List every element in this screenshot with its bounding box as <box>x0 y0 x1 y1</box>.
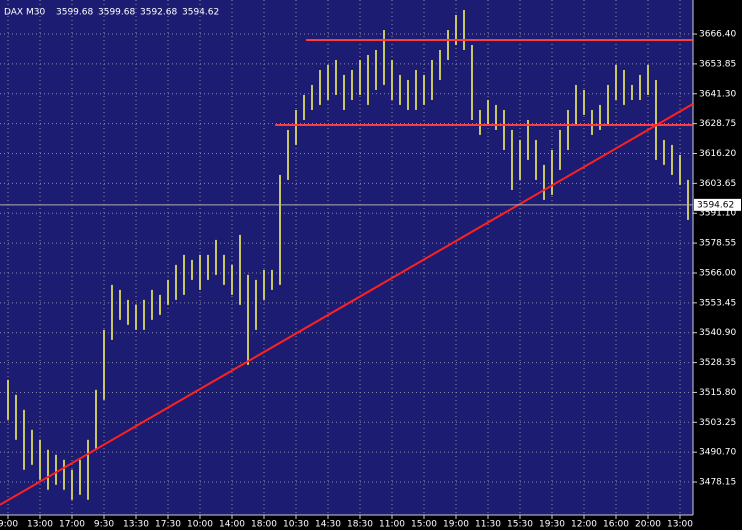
price-label-box <box>694 198 741 211</box>
y-tick-label: 3490.70 <box>699 448 736 458</box>
symbol-title: DAX M30 <box>4 8 45 18</box>
y-tick-label: 3540.90 <box>699 328 736 338</box>
x-tick-label: 17:30 <box>155 520 181 530</box>
ohlc-high: 3599.68 <box>98 8 135 18</box>
x-tick-label: 18:30 <box>347 520 373 530</box>
y-tick-label: 3653.85 <box>699 59 736 69</box>
y-tick-label: 3628.75 <box>699 119 736 129</box>
x-tick-label: 14:30 <box>315 520 341 530</box>
x-tick-label: 15:30 <box>507 520 533 530</box>
x-tick-label: 13:30 <box>123 520 149 530</box>
ohlc-open: 3599.68 <box>56 8 93 18</box>
x-tick-label: 12:00 <box>571 520 597 530</box>
x-tick-label: 20:00 <box>635 520 661 530</box>
y-tick-label: 3616.20 <box>699 149 736 159</box>
x-tick-label: 14:00 <box>219 520 245 530</box>
y-tick-label: 3503.25 <box>699 418 736 428</box>
x-tick-label: 11:00 <box>379 520 405 530</box>
y-tick-label: 3566.00 <box>699 268 736 278</box>
y-tick-label: 3641.30 <box>699 89 736 99</box>
x-tick-label: 13:00 <box>27 520 53 530</box>
price-label: 3594.62 <box>697 200 734 210</box>
trend-line <box>0 103 694 506</box>
y-tick-label: 3553.45 <box>699 298 736 308</box>
x-tick-label: 10:30 <box>283 520 309 530</box>
x-tick-label: 16:00 <box>603 520 629 530</box>
y-tick-label: 3603.65 <box>699 179 736 189</box>
x-tick-label: 10:00 <box>187 520 213 530</box>
y-tick-label: 3528.35 <box>699 358 736 368</box>
y-tick-label: 3666.40 <box>699 30 736 40</box>
y-tick-label: 3591.10 <box>699 209 736 219</box>
y-tick-label: 3578.55 <box>699 239 736 249</box>
x-tick-label: 9:30 <box>94 520 114 530</box>
x-tick-label: 18:00 <box>251 520 277 530</box>
x-tick-label: 9:00 <box>0 520 18 530</box>
plot-area <box>0 0 693 515</box>
ohlc-close: 3594.62 <box>182 8 219 18</box>
x-tick-label: 19:30 <box>539 520 565 530</box>
y-tick-label: 3515.80 <box>699 388 736 398</box>
x-tick-label: 13:00 <box>667 520 693 530</box>
x-tick-label: 15:00 <box>411 520 437 530</box>
ohlc-low: 3592.68 <box>140 8 177 18</box>
y-tick-label: 3478.15 <box>699 478 736 488</box>
x-tick-label: 19:00 <box>443 520 469 530</box>
x-tick-label: 11:30 <box>475 520 501 530</box>
x-tick-label: 17:00 <box>59 520 85 530</box>
